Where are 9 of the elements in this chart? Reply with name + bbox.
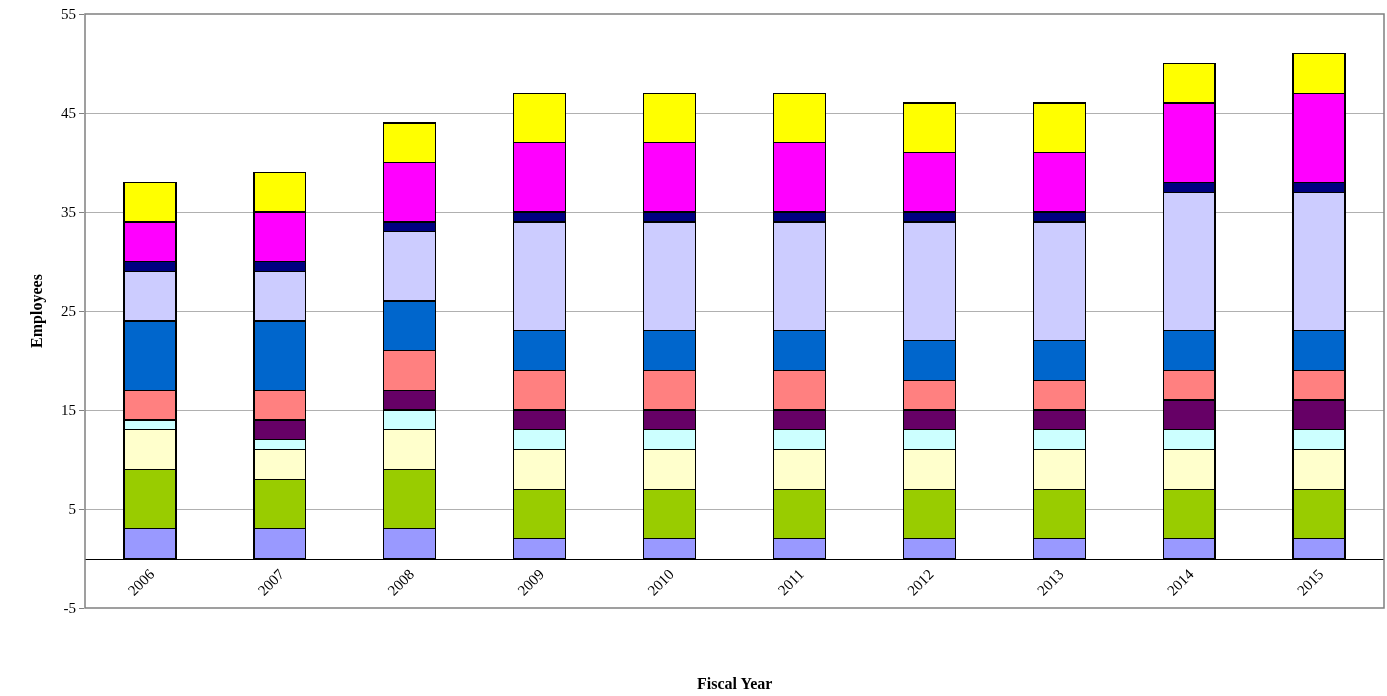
- y-tick-label: 5: [68, 501, 76, 518]
- y-tick-label: 55: [61, 6, 76, 23]
- y-tick-label: 15: [61, 402, 76, 419]
- y-tick-label: -5: [63, 600, 76, 617]
- x-axis-title: Fiscal Year: [697, 675, 773, 692]
- y-tick-label: 45: [61, 105, 76, 122]
- y-axis-title: Employees: [27, 274, 46, 348]
- y-tick-label: 35: [61, 204, 76, 221]
- y-tick-label: 25: [61, 303, 76, 320]
